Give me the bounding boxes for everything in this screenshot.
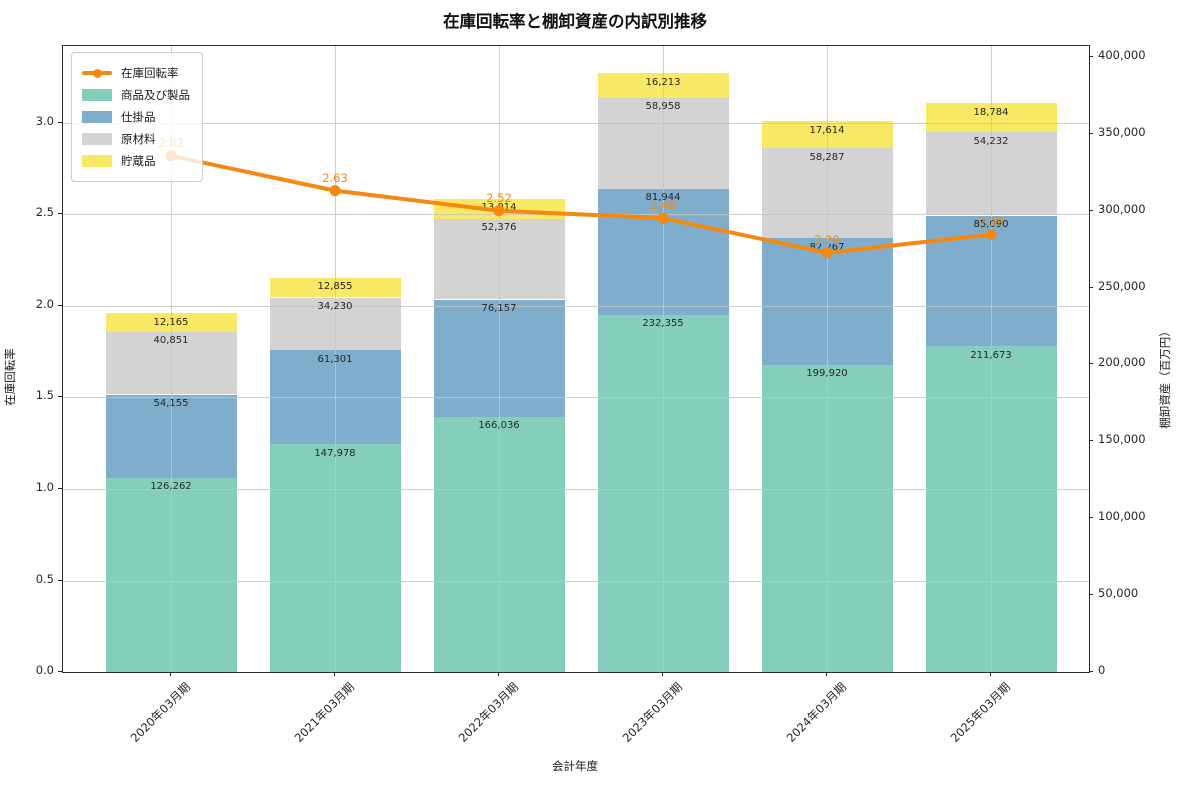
x-tick-label: 2020年03月期 [127,679,193,746]
x-tick-label: 2023年03月期 [619,679,685,746]
x-tick-mark [990,672,991,676]
y-left-tick-label: 3.0 [35,113,54,128]
y-right-tick-mark [1089,55,1093,57]
x-tick-mark [498,672,499,676]
y-right-tick-mark [1089,517,1093,519]
y-right-tick-label: 200,000 [1098,355,1146,370]
y-left-tick-label: 1.0 [35,480,54,494]
legend-item-貯蔵品: 貯蔵品 [82,150,190,172]
y-left-tick-label: 2.5 [35,205,54,220]
legend-item-label: 仕掛品 [121,110,156,124]
y-right-tick-mark [1089,363,1093,365]
x-tick-mark [826,672,827,676]
y-right-tick-label: 400,000 [1098,47,1146,62]
y-left-tick-mark [58,579,62,581]
legend-item-仕掛品: 仕掛品 [82,106,190,128]
y-left-tick-label: 0.5 [35,571,54,586]
line-series-layer [165,150,997,259]
legend-patch-swatch [82,89,112,101]
x-axis-title: 会計年度 [552,759,598,773]
x-tick-mark [334,672,335,676]
x-tick-label: 2024年03月期 [783,679,849,746]
y-left-tick-mark [58,121,62,123]
legend-color-patch [82,89,112,101]
y-left-tick-mark [58,213,62,215]
x-tick-label: 2022年03月期 [455,679,521,746]
legend-item-label: 商品及び製品 [121,88,190,102]
legend-item-商品及び製品: 商品及び製品 [82,84,190,106]
y-right-tick-label: 150,000 [1098,432,1146,447]
y-left-axis-title: 在庫回転率 [3,348,17,406]
legend-item-原材料: 原材料 [82,128,190,150]
y-left-tick-label: 2.0 [35,296,54,311]
legend-line-swatch [82,68,112,78]
legend-item-label: 在庫回転率 [121,66,179,80]
x-tick-mark [170,672,171,676]
y-right-axis-title: 棚卸資産（百万円） [1158,325,1172,429]
legend-color-patch [82,155,112,167]
legend-item-在庫回転率: 在庫回転率 [82,62,190,84]
legend-color-patch [82,133,112,145]
x-tick-mark [662,672,663,676]
y-right-tick-label: 250,000 [1098,278,1146,293]
legend-color-patch [82,111,112,123]
turnover-line [169,153,993,255]
y-left-tick-mark [58,671,62,672]
x-tick-label: 2021年03月期 [291,679,357,746]
line-marker [493,205,505,217]
y-left-tick-mark [58,396,62,398]
y-right-tick-mark [1089,286,1093,288]
line-marker [329,185,341,197]
legend-patch-swatch [82,111,112,123]
legend-item-label: 貯蔵品 [121,154,156,168]
y-right-tick-mark [1089,132,1093,134]
legend-patch-swatch [82,155,112,167]
legend-patch-swatch [82,133,112,145]
y-right-tick-label: 0 [1098,663,1106,677]
plot-area: 126,262 54,155 40,851 12,165 147,978 61,301 34… [62,45,1090,673]
y-right-tick-label: 350,000 [1098,124,1146,139]
y-left-tick-label: 1.5 [35,388,54,403]
y-right-tick-mark [1089,671,1093,672]
y-right-tick-label: 300,000 [1098,201,1146,216]
line-marker [821,247,833,259]
chart-title: 在庫回転率と棚卸資産の内訳別推移 [443,12,707,31]
y-right-tick-mark [1089,440,1093,442]
y-left-tick-label: 0.0 [35,663,54,677]
y-right-tick-label: 50,000 [1098,586,1139,601]
y-right-tick-mark [1089,594,1093,596]
line-marker [985,229,997,240]
y-left-tick-mark [58,488,62,489]
y-right-tick-label: 100,000 [1098,509,1146,524]
line-marker [657,212,669,224]
legend: 在庫回転率商品及び製品 仕掛品原材料貯蔵品 [71,52,203,182]
x-tick-label: 2025年03月期 [947,679,1013,746]
y-left-tick-mark [58,304,62,306]
legend-item-label: 原材料 [121,132,156,146]
y-right-tick-mark [1089,209,1093,211]
legend-marker-dot [92,68,102,78]
